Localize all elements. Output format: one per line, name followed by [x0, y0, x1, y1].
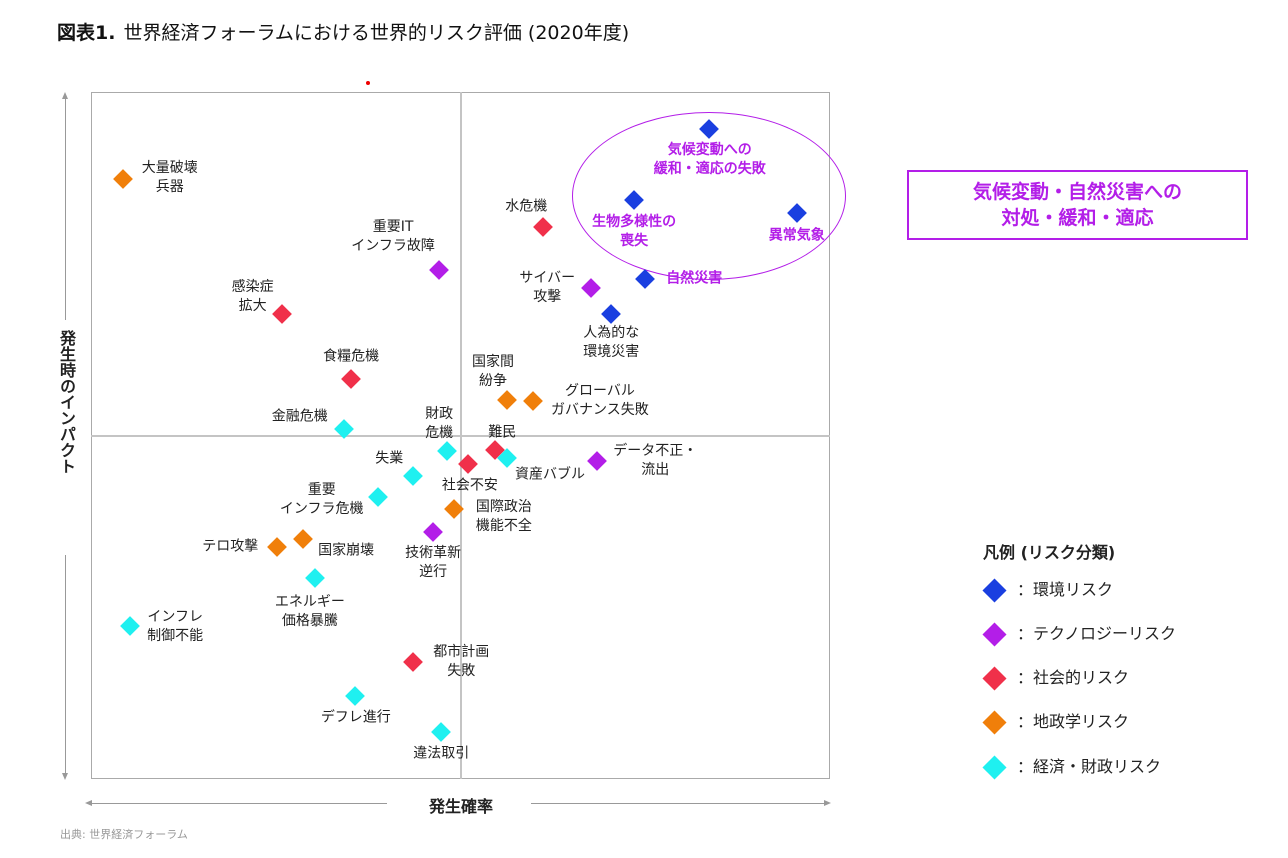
callout-line-2: 対処・緩和・適応 [1001, 207, 1154, 229]
legend-label: ：経済・財政リスク [1017, 757, 1162, 776]
legend-label: ：環境リスク [1017, 580, 1114, 599]
data-label: 重要 インフラ危機 [279, 482, 364, 518]
data-label: テロ攻撃 [202, 538, 259, 555]
y-axis-line-top [65, 98, 66, 320]
x-axis-line-right [531, 803, 824, 804]
data-label: インフレ 制御不能 [147, 608, 204, 644]
data-label: サイバー 攻撃 [519, 269, 576, 305]
data-label: 重要IT インフラ故障 [351, 218, 435, 254]
x-axis-label: 発生確率 [428, 797, 493, 816]
figure-title: 図表1. 世界経済フォーラムにおける世界的リスク評価 (2020年度) [57, 18, 629, 45]
data-label: 国家間 紛争 [472, 353, 515, 389]
legend-label: ：地政学リスク [1017, 712, 1130, 731]
legend-swatch-diamond-icon [982, 622, 1007, 647]
source-note: 出典: 世界経済フォーラム [60, 828, 188, 841]
legend-swatch-diamond-icon [982, 755, 1007, 780]
data-label: デフレ進行 [320, 709, 391, 726]
data-label: データ不正・ 流出 [613, 442, 698, 478]
data-label: 気候変動への 緩和・適応の失敗 [653, 142, 766, 178]
data-label: エネルギー 価格暴騰 [274, 593, 345, 629]
x-axis-arrow-right-icon [824, 800, 831, 806]
legend-item-geo: ：地政学リスク [982, 710, 1130, 735]
figure-title-text: 世界経済フォーラムにおける世界的リスク評価 (2020年度) [123, 22, 630, 44]
data-label: 異常気象 [768, 227, 825, 244]
data-label: 生物多様性の 喪失 [592, 213, 677, 249]
red-dot-mark [366, 81, 370, 85]
data-label: 社会不安 [441, 477, 498, 494]
x-axis-line-left [91, 803, 387, 804]
data-label: 人為的な 環境災害 [583, 324, 640, 360]
callout-line-1: 気候変動・自然災害への [972, 181, 1182, 203]
legend-swatch-diamond-icon [982, 578, 1007, 603]
data-label: 食糧危機 [323, 348, 380, 365]
x-axis-arrow-left-icon [85, 800, 92, 806]
data-label: 資産バブル [515, 466, 586, 483]
y-axis-label: 発生時のインパクト [57, 330, 76, 474]
data-label: 難民 [488, 424, 517, 441]
legend-item-eco: ：経済・財政リスク [982, 755, 1162, 780]
figure-number: 図表1. [57, 22, 116, 44]
data-label: 国家崩壊 [318, 542, 375, 559]
data-label: 金融危機 [271, 408, 328, 425]
legend-swatch-diamond-icon [982, 666, 1007, 691]
data-label: 感染症 拡大 [231, 278, 274, 314]
climate-callout-box: 気候変動・自然災害への 対処・緩和・適応 [907, 170, 1248, 240]
data-label: 大量破壊 兵器 [141, 160, 198, 196]
legend-item-soc: ：社会的リスク [982, 666, 1130, 691]
legend-title: 凡例 (リスク分類) [983, 543, 1116, 562]
climate-risk-ellipse [572, 112, 846, 280]
data-label: 技術革新 逆行 [405, 544, 462, 580]
legend-swatch-diamond-icon [982, 710, 1007, 735]
legend-label: ：社会的リスク [1017, 668, 1130, 687]
data-label: グローバル ガバナンス失敗 [551, 383, 649, 419]
data-label: 水危機 [505, 198, 548, 215]
horizontal-midline [91, 435, 830, 437]
y-axis-arrow-up-icon [62, 92, 68, 99]
data-label: 自然災害 [666, 270, 723, 287]
data-label: 失業 [375, 450, 404, 467]
legend-item-env: ：環境リスク [982, 578, 1114, 603]
legend-item-tech: ：テクノロジーリスク [982, 622, 1177, 647]
y-axis-line-bottom [65, 555, 66, 775]
data-label: 財政 危機 [425, 406, 454, 442]
y-axis-arrow-down-icon [62, 773, 68, 780]
data-label: 違法取引 [413, 745, 470, 762]
data-label: 都市計画 失敗 [433, 644, 490, 680]
legend-label: ：テクノロジーリスク [1017, 624, 1177, 643]
data-label: 国際政治 機能不全 [475, 499, 532, 534]
